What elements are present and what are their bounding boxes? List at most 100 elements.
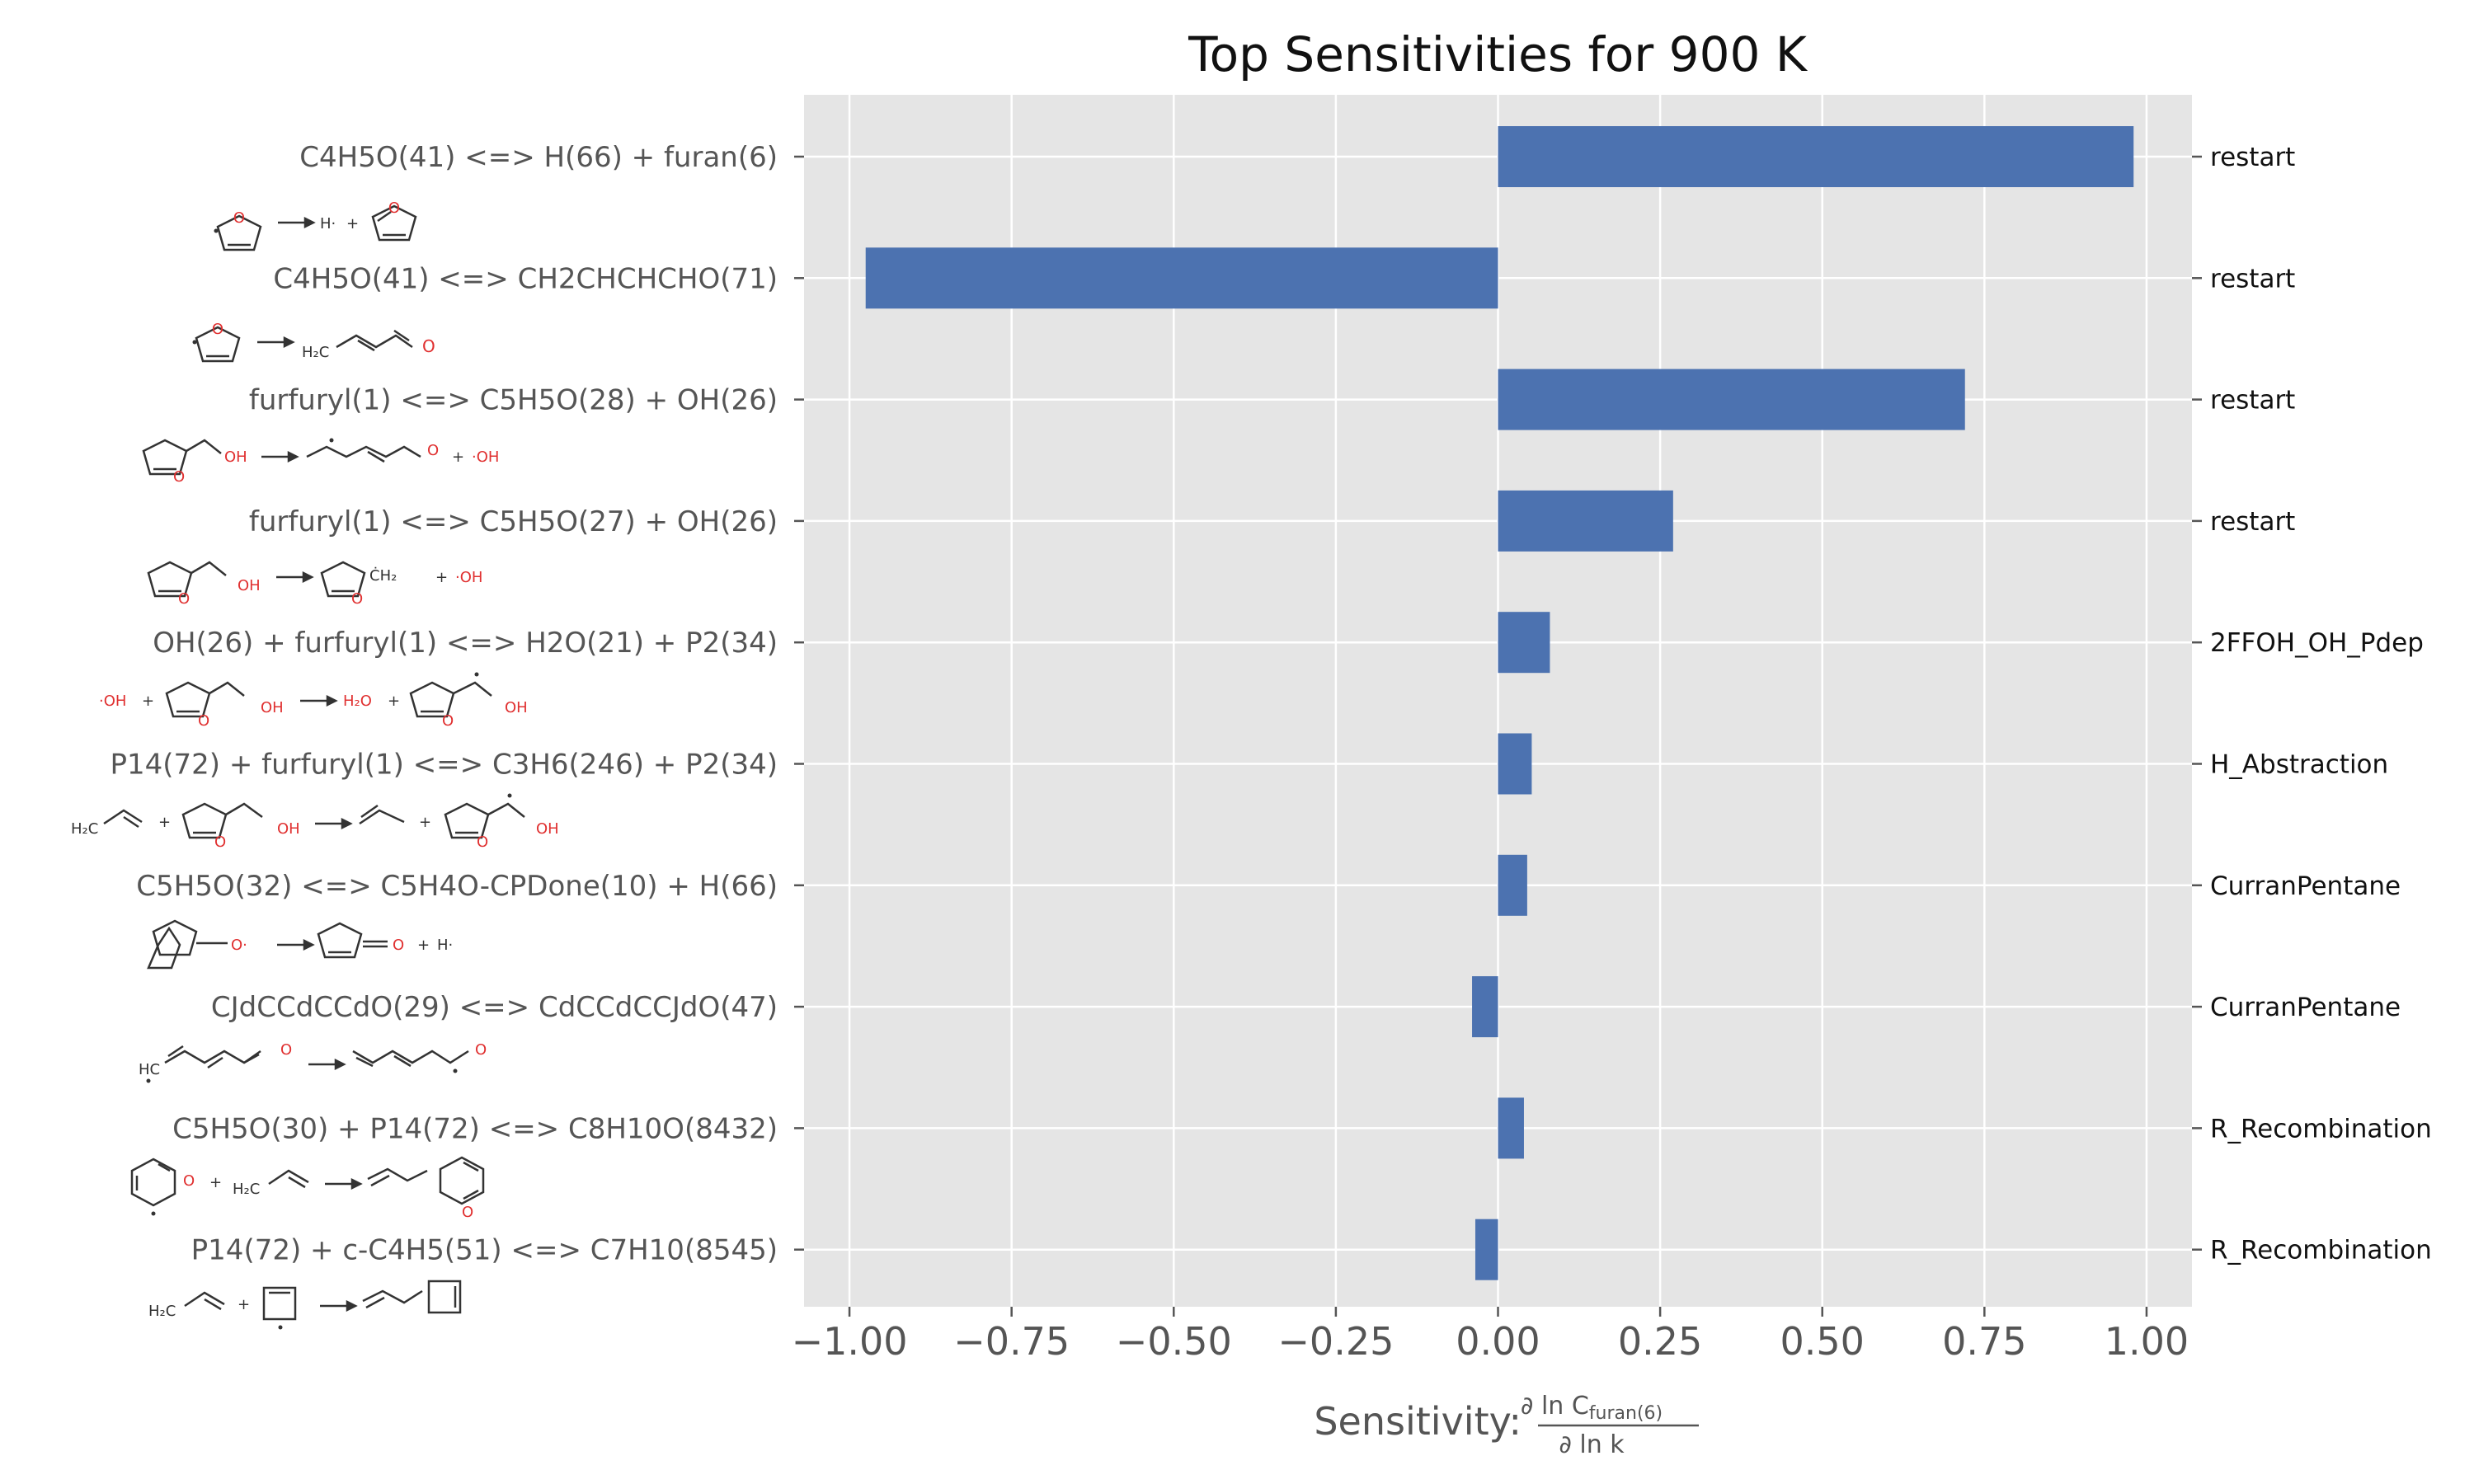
structure-9: O + H₂C O (130, 1156, 485, 1221)
y-tick-label: C5H5O(30) + P14(72) <=> C8H10O(8432) (172, 1112, 778, 1145)
svg-text:O: O (214, 834, 226, 851)
structure-3-oh1: OH (224, 448, 247, 466)
family-label: H_Abstraction (2210, 750, 2388, 780)
y-tick-label: C5H5O(32) <=> C5H4O-CPDone(10) + H(66) (136, 870, 778, 903)
svg-text:+: + (346, 215, 359, 232)
svg-text:+: + (452, 448, 464, 466)
svg-text:O: O (442, 712, 454, 730)
structure-7: O· O + H· (147, 919, 453, 970)
y-tick-label: C4H5O(41) <=> H(66) + furan(6) (299, 141, 778, 174)
bar (1498, 369, 1965, 430)
family-label: restart (2210, 143, 2295, 172)
x-axis-label-denominator: ∂ ln k (1559, 1430, 1625, 1459)
svg-text:O: O (212, 321, 223, 338)
x-axis-label-numerator: ∂ ln Cfuran(6) (1521, 1392, 1663, 1424)
bar (1498, 126, 2134, 187)
bar (1472, 976, 1498, 1038)
structure-7-h: H· (437, 937, 453, 954)
x-tick-label: −0.75 (953, 1319, 1070, 1364)
svg-text:O: O (388, 200, 400, 217)
svg-text:O: O (198, 712, 209, 730)
family-label: CurranPentane (2210, 871, 2401, 901)
y-tick-label: C4H5O(41) <=> CH2CHCHCHO(71) (273, 262, 778, 295)
svg-text:+: + (435, 569, 448, 586)
bar (1498, 1097, 1524, 1159)
x-tick-label: 1.00 (2105, 1319, 2189, 1364)
svg-text:O: O (233, 209, 245, 227)
structure-8-o2: O (475, 1041, 487, 1059)
x-tick-label: 0.50 (1780, 1319, 1865, 1364)
y-axis-ticks: C4H5O(41) <=> H(66) + furan(6) C4H5O(41) … (111, 141, 804, 1267)
svg-text:O: O (462, 1204, 473, 1221)
y-tick-label: P14(72) + furfuryl(1) <=> C3H6(246) + P2… (111, 749, 778, 782)
svg-text:O: O (351, 590, 363, 608)
svg-text:O: O (178, 590, 190, 608)
y-tick-label: furfuryl(1) <=> C5H5O(27) + OH(26) (249, 505, 778, 538)
structure-6: H₂C + O OH + O OH (71, 793, 559, 851)
structure-4-ch2: ĊH₂ (369, 566, 397, 585)
structure-9-h2c: H₂C (233, 1181, 260, 1198)
structure-6-oh2: OH (536, 820, 559, 838)
structure-8-o: O (280, 1041, 292, 1059)
bar (1498, 854, 1527, 916)
structure-2-o: O (422, 336, 435, 356)
bars (865, 126, 2134, 1280)
structure-4: O OH O ĊH₂ + ·OH (147, 561, 482, 608)
structure-8: HC O O (139, 1041, 487, 1083)
x-tick-label: 0.25 (1618, 1319, 1702, 1364)
x-axis-label-numerator-main: ∂ ln C (1521, 1392, 1589, 1421)
bar (1475, 1219, 1498, 1280)
x-tick-label: −0.25 (1277, 1319, 1394, 1364)
family-label: 2FFOH_OH_Pdep (2210, 628, 2424, 658)
structure-1-h: H· (320, 215, 336, 232)
structure-4-oh2: ·OH (455, 569, 482, 586)
x-tick-label: 0.75 (1942, 1319, 2026, 1364)
x-axis-label: Sensitivity: ∂ ln Cfuran(6) ∂ ln k (1314, 1392, 1699, 1459)
y-tick-label: OH(26) + furfuryl(1) <=> H2O(21) + P2(34… (153, 627, 778, 660)
family-label: CurranPentane (2210, 993, 2401, 1022)
svg-text:+: + (417, 937, 430, 954)
structure-3-o2: O (427, 442, 439, 459)
svg-text:+: + (419, 814, 431, 831)
y-tick-label: P14(72) + c-C4H5(51) <=> C7H10(8545) (191, 1234, 778, 1267)
structure-7-o: O· (231, 937, 247, 954)
structure-1: O H· + O (214, 200, 417, 251)
svg-text:O: O (477, 834, 488, 851)
structure-8-hc: HC (139, 1061, 160, 1078)
structure-5: ·OH + O OH H₂O + O OH (99, 672, 528, 730)
svg-text:+: + (142, 693, 154, 710)
bar (865, 247, 1498, 309)
structure-2: O H₂C O (192, 321, 435, 363)
structure-7-o2: O (393, 937, 404, 954)
chart-title: Top Sensitivities for 900 K (1188, 26, 1808, 82)
structure-5-oh: ·OH (99, 693, 126, 710)
structure-6-oh: OH (277, 820, 300, 838)
bar (1498, 490, 1673, 552)
family-label: R_Recombination (2210, 1114, 2432, 1144)
family-label: restart (2210, 386, 2295, 416)
structure-10: H₂C + (148, 1280, 462, 1330)
structure-3-oh2: ·OH (472, 448, 499, 466)
x-axis-ticks: −1.00 −0.75 −0.50 −0.25 0.00 0.25 0.50 0.75 1.00 (792, 1307, 2189, 1364)
y-tick-label: CJdCCdCCdO(29) <=> CdCCdCCJdO(47) (211, 991, 778, 1024)
x-tick-label: 0.00 (1456, 1319, 1540, 1364)
x-axis-label-numerator-sub: furan(6) (1589, 1403, 1663, 1424)
family-label: restart (2210, 264, 2295, 294)
x-tick-label: −0.50 (1116, 1319, 1232, 1364)
svg-text:+: + (238, 1296, 250, 1313)
svg-text:H₂C: H₂C (148, 1303, 176, 1320)
x-tick-label: −1.00 (792, 1319, 908, 1364)
bar (1498, 612, 1550, 674)
structure-5-oh3: OH (505, 699, 528, 716)
y-tick-label: furfuryl(1) <=> C5H5O(28) + OH(26) (249, 384, 778, 417)
structure-6-h2c: H₂C (71, 820, 98, 838)
structure-3: O OH O + ·OH (142, 438, 499, 486)
svg-text:O: O (173, 468, 185, 486)
svg-text:+: + (158, 814, 171, 831)
family-label: R_Recombination (2210, 1236, 2432, 1266)
family-label: restart (2210, 507, 2295, 537)
reaction-structures: O H· + O O H₂C O O OH (71, 200, 559, 1330)
svg-text:+: + (388, 693, 400, 710)
svg-text:O: O (183, 1172, 195, 1190)
